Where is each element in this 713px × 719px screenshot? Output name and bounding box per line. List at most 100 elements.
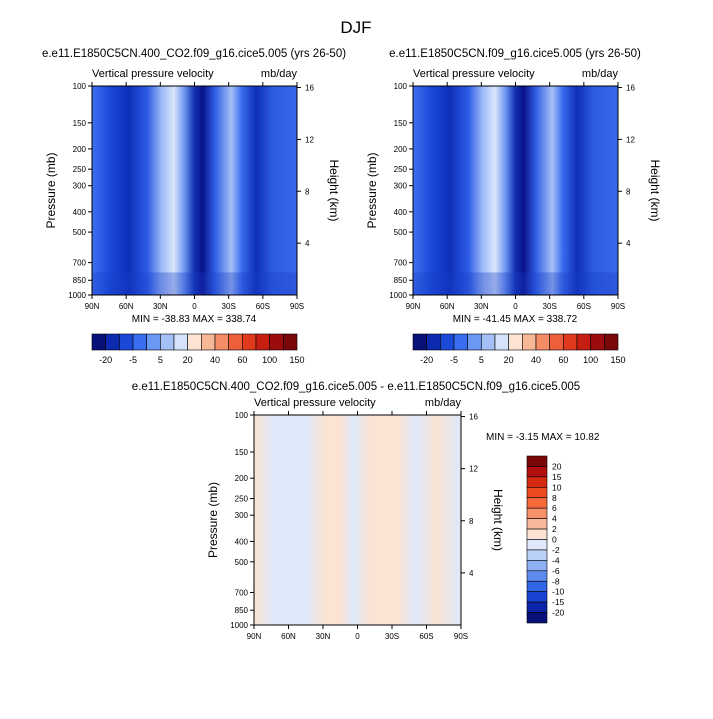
- colorbar-swatch: [535, 333, 550, 351]
- colorbar-swatch: [526, 601, 548, 613]
- y-tick-label: 300: [394, 182, 408, 191]
- colorbar-label: -20: [552, 608, 565, 618]
- height-tick-label: 8: [305, 187, 310, 196]
- y-tick-label: 500: [73, 228, 87, 237]
- right-subtitle: mb/day: [261, 68, 298, 80]
- colorbar-label: -5: [129, 355, 137, 365]
- height-tick-label: 12: [469, 465, 478, 474]
- colorbar-swatch: [173, 333, 188, 351]
- y-tick-label: 400: [73, 208, 87, 217]
- colorbar-swatch: [576, 333, 591, 351]
- left-subtitle: Vertical pressure velocity: [413, 68, 535, 80]
- colorbar: -20 -5 5 20 40 60 100 150: [91, 333, 305, 365]
- y-tick-label: 700: [73, 259, 87, 268]
- colorbar-label: -10: [552, 587, 565, 597]
- colorbar-swatch: [494, 333, 509, 351]
- colorbar-label: 40: [210, 355, 220, 365]
- colorbar-swatch: [440, 333, 455, 351]
- colorbar-swatch: [526, 487, 548, 499]
- y-tick-label: 850: [235, 606, 249, 615]
- y-tick-label: 250: [73, 165, 87, 174]
- height-tick-label: 16: [469, 413, 478, 422]
- colorbar-label: 0: [552, 535, 557, 545]
- colorbar-label: 5: [158, 355, 163, 365]
- colorbar-label: 100: [262, 355, 277, 365]
- x-tick-label: 90S: [454, 632, 468, 641]
- colorbar-swatch: [526, 612, 548, 624]
- chart-title: e.e11.E1850C5CN.400_CO2.f09_g16.cice5.00…: [42, 48, 346, 60]
- y-tick-label: 200: [235, 474, 249, 483]
- colorbar-label: 20: [552, 461, 562, 471]
- y-tick-label: 500: [394, 228, 408, 237]
- colorbar-swatch: [228, 333, 243, 351]
- x-tick-label: 60N: [440, 302, 455, 311]
- colorbar-label: 2: [552, 524, 557, 534]
- x-tick-label: 60N: [281, 632, 296, 641]
- y-tick-label: 200: [394, 145, 408, 154]
- x-tick-label: 90N: [406, 302, 421, 311]
- colorbar-swatch: [467, 333, 482, 351]
- chart-3: e.e11.E1850C5CN.400_CO2.f09_g16.cice5.00…: [132, 381, 600, 641]
- colorbar-label: 100: [583, 355, 598, 365]
- x-tick-label: 30N: [474, 302, 489, 311]
- colorbar-label: 20: [504, 355, 514, 365]
- y-tick-label: 150: [73, 119, 87, 128]
- colorbar-swatch: [526, 539, 548, 551]
- y-tick-label: 1000: [68, 291, 86, 300]
- x-tick-label: 0: [513, 302, 518, 311]
- colorbar-label: -20: [99, 355, 112, 365]
- y-axis-label: Pressure (mb): [206, 482, 220, 558]
- colorbar-label: 60: [237, 355, 247, 365]
- colorbar-swatch: [526, 549, 548, 561]
- colorbar-label: -20: [420, 355, 433, 365]
- y-tick-label: 700: [394, 259, 408, 268]
- y-tick-label: 1000: [230, 621, 248, 630]
- colorbar-swatch: [426, 333, 441, 351]
- colorbar-swatch: [526, 591, 548, 603]
- min-max-stats: MIN = -38.83 MAX = 338.74: [132, 314, 257, 325]
- colorbar-swatch: [526, 476, 548, 488]
- colorbar-label: 60: [558, 355, 568, 365]
- chart-title: e.e11.E1850C5CN.400_CO2.f09_g16.cice5.00…: [132, 381, 580, 393]
- colorbar-swatch: [146, 333, 161, 351]
- colorbar-label: -6: [552, 566, 560, 576]
- colorbar-swatch: [481, 333, 496, 351]
- x-tick-label: 60S: [577, 302, 591, 311]
- y-tick-label: 100: [235, 411, 249, 420]
- left-subtitle: Vertical pressure velocity: [92, 68, 214, 80]
- x-tick-label: 30S: [222, 302, 236, 311]
- chart-2: e.e11.E1850C5CN.f09_g16.cice5.005 (yrs 2…: [365, 48, 662, 365]
- contour-field: [413, 86, 618, 295]
- colorbar-label: 10: [552, 482, 562, 492]
- contour-field: [92, 86, 297, 295]
- y-axis-label: Pressure (mb): [44, 152, 58, 228]
- colorbar-swatch: [201, 333, 216, 351]
- plots-layer: e.e11.E1850C5CN.400_CO2.f09_g16.cice5.00…: [42, 48, 662, 641]
- y2-axis-label: Height (km): [327, 159, 341, 221]
- height-tick-label: 8: [469, 517, 474, 526]
- x-tick-label: 30N: [153, 302, 168, 311]
- height-tick-label: 8: [626, 187, 631, 196]
- height-tick-label: 4: [626, 239, 631, 248]
- x-tick-label: 30S: [543, 302, 557, 311]
- colorbar-label: 20: [183, 355, 193, 365]
- colorbar-label: 6: [552, 503, 557, 513]
- x-tick-label: 60S: [256, 302, 270, 311]
- colorbar-swatch: [526, 455, 548, 467]
- colorbar-label: 5: [479, 355, 484, 365]
- colorbar-swatch: [590, 333, 605, 351]
- y-tick-label: 250: [235, 495, 249, 504]
- colorbar-swatch: [91, 333, 106, 351]
- min-max-stats: MIN = -3.15 MAX = 10.82: [486, 432, 600, 443]
- x-tick-label: 30S: [385, 632, 399, 641]
- y-tick-label: 700: [235, 588, 249, 597]
- colorbar-label: -8: [552, 576, 560, 586]
- y-tick-label: 300: [235, 511, 249, 520]
- colorbar-label: 8: [552, 493, 557, 503]
- surface-band: [92, 272, 297, 295]
- colorbar-swatch: [132, 333, 147, 351]
- colorbar-swatch: [283, 333, 298, 351]
- colorbar-swatch: [604, 333, 619, 351]
- colorbar-label: -2: [552, 545, 560, 555]
